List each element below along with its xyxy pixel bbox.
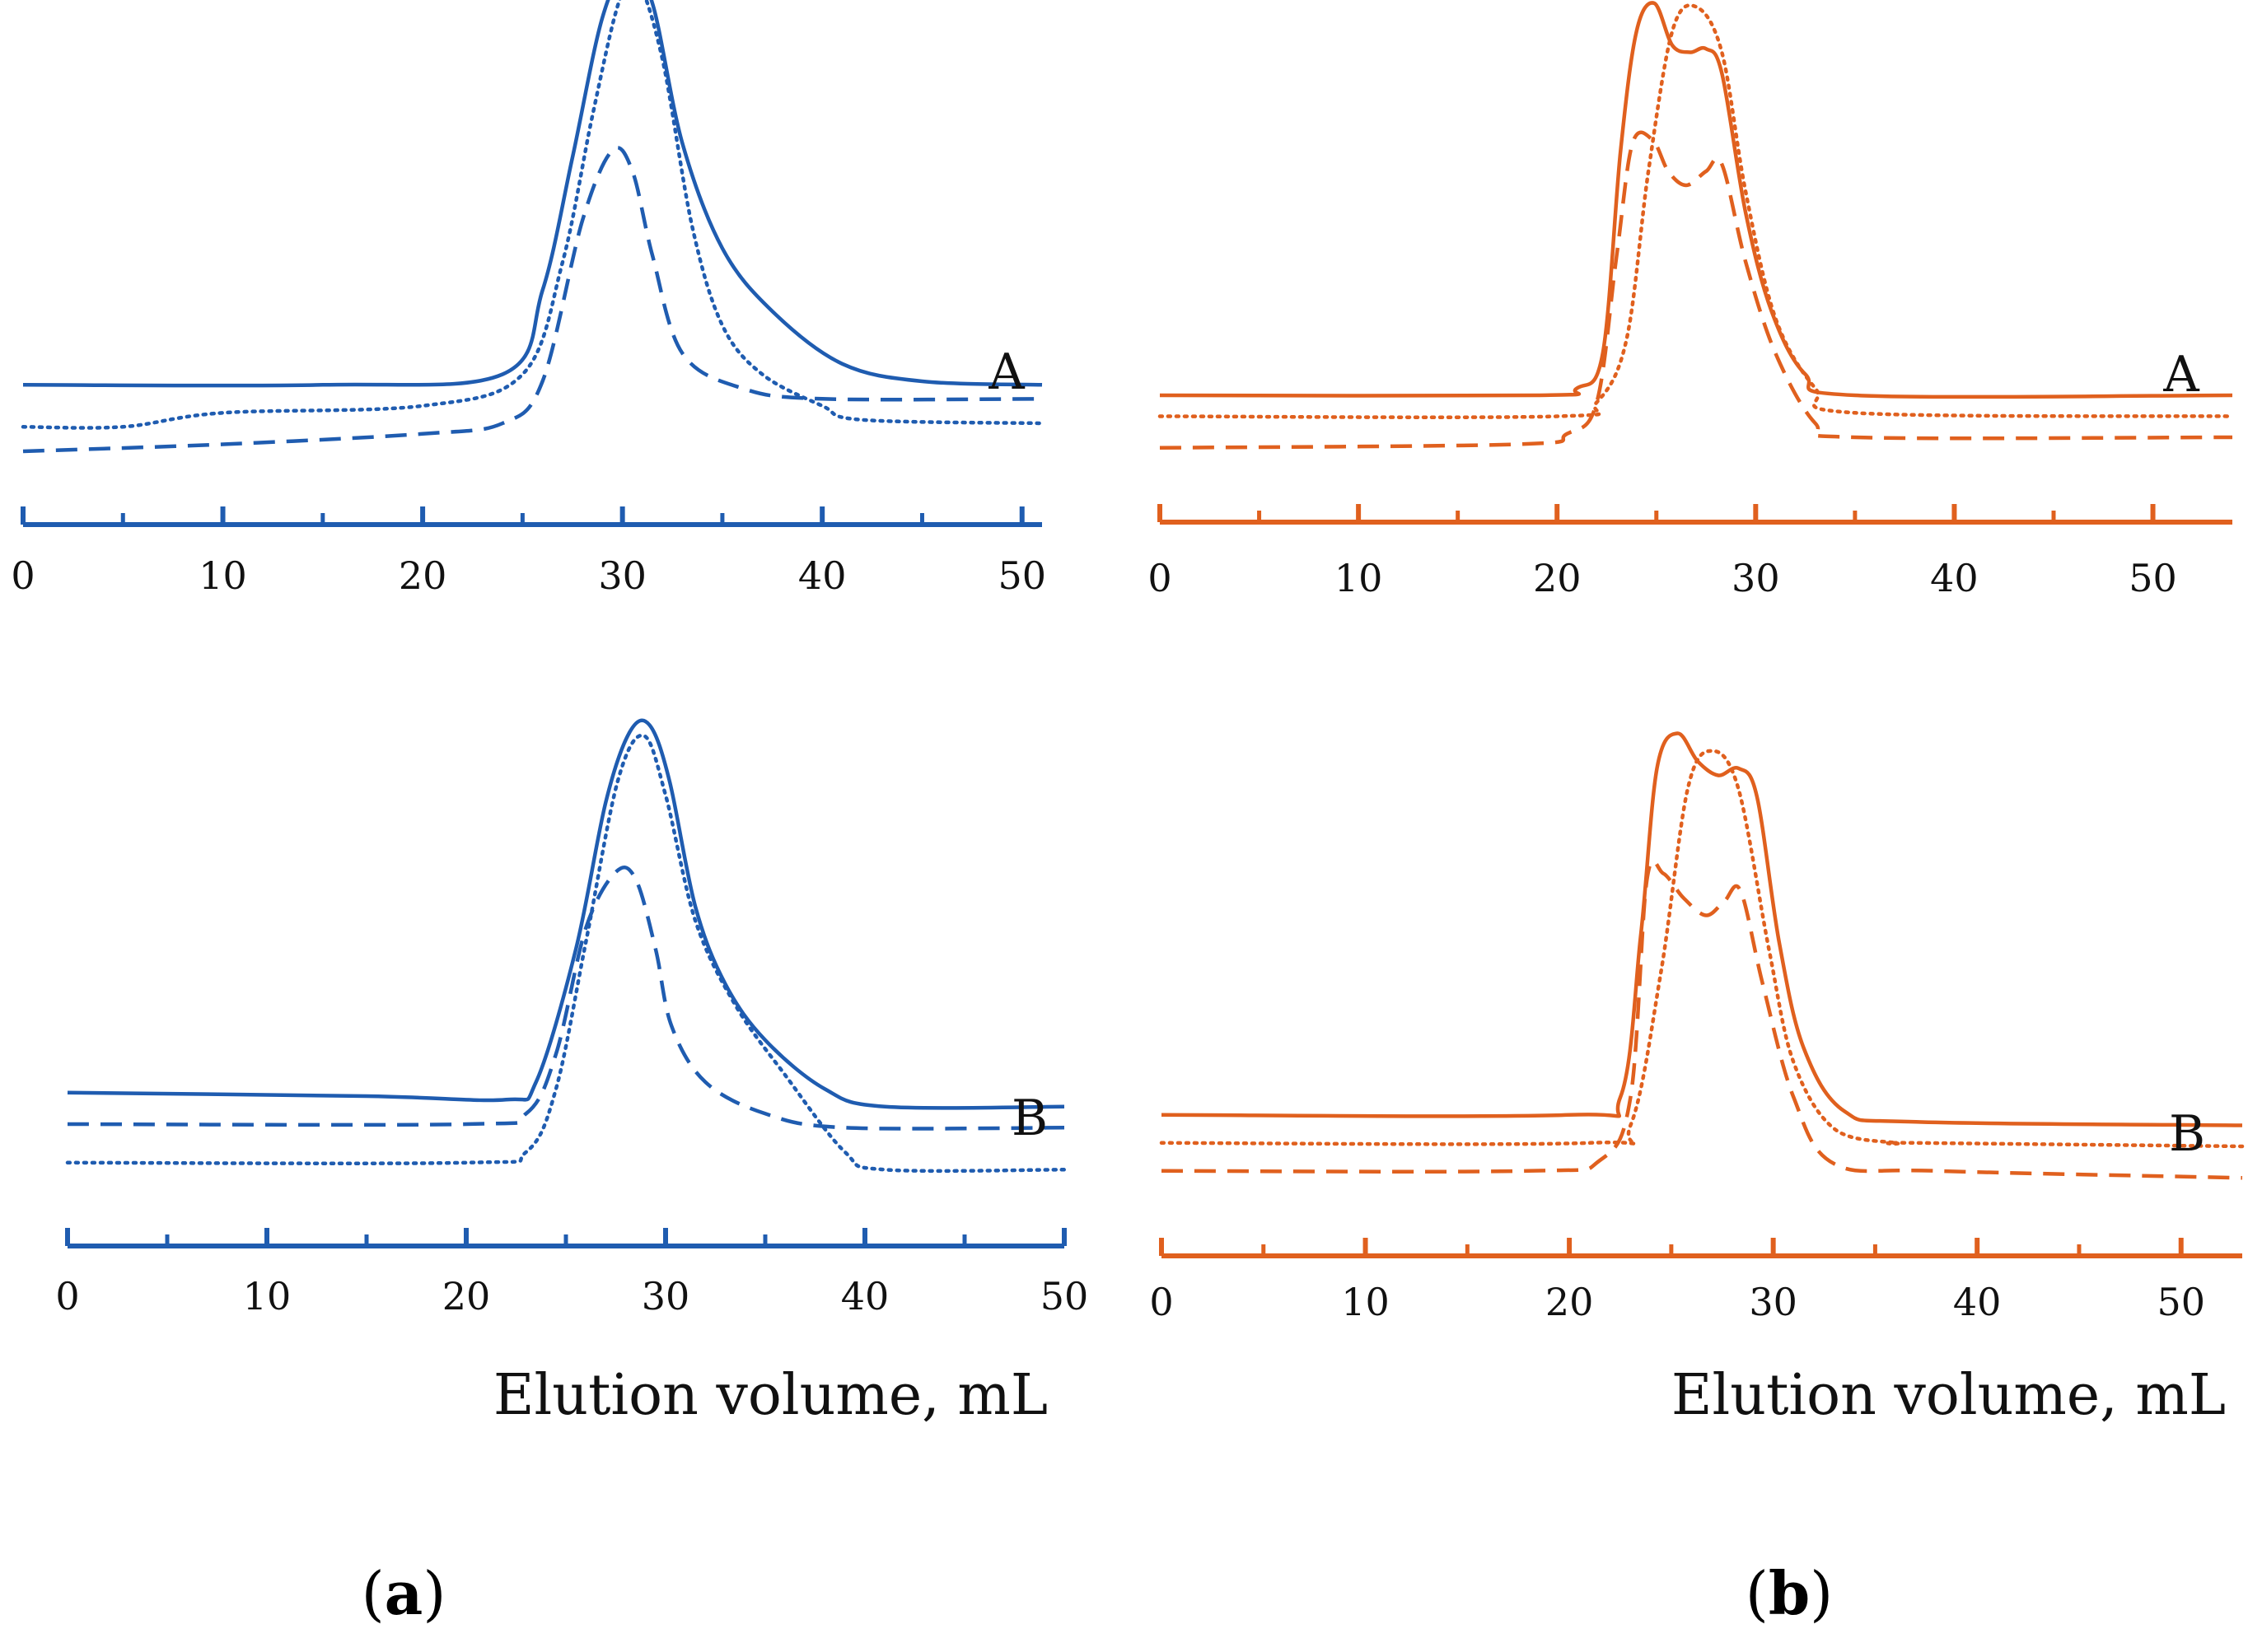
trace-label: B [2169, 1105, 2205, 1163]
series-dashed-line [67, 866, 1065, 1131]
tick-label: 40 [798, 553, 847, 598]
series-solid-line [1161, 731, 2243, 1127]
trace-label: A [988, 343, 1025, 401]
tick-label: 40 [841, 1274, 890, 1318]
tick-label: 50 [2129, 556, 2177, 600]
tick-label: 30 [1732, 556, 1780, 600]
chart-b-B: 0 10 20 30 40 50 B Elution volume, mL [1149, 731, 2245, 1428]
series-solid-line [1159, 1, 2233, 399]
tick-label: 50 [998, 553, 1046, 598]
tick-label: 30 [642, 1274, 690, 1318]
tick-label: 0 [11, 553, 35, 598]
series-dotted-line [21, 0, 1045, 430]
x-axis-title: Elution volume, mL [1671, 1363, 2226, 1428]
caption-b: (b) [1746, 1558, 1834, 1628]
chart-a-A: 0 10 20 30 40 50 A [11, 0, 1046, 598]
series-dotted-line [1159, 749, 2245, 1149]
x-axis-title: Elution volume, mL [493, 1363, 1048, 1428]
trace-label: A [2162, 346, 2199, 404]
series-solid-line [22, 0, 1043, 388]
tick-label: 10 [1341, 1280, 1390, 1324]
series-dotted-line [1157, 3, 2235, 419]
tick-label: 30 [1749, 1280, 1797, 1324]
trace-label: B [1012, 1090, 1048, 1147]
tick-label: 40 [1930, 556, 1979, 600]
tick-label: 20 [1533, 556, 1582, 600]
chart-a-B: 0 10 20 30 40 50 B Elution volume, mL [55, 718, 1089, 1428]
tick-label: 10 [243, 1274, 292, 1318]
tick-label: 0 [55, 1274, 79, 1318]
tick-label: 20 [442, 1274, 491, 1318]
tick-label: 0 [1149, 1280, 1173, 1324]
series-dashed-line [22, 146, 1043, 454]
tick-label: 50 [2157, 1280, 2205, 1324]
tick-label: 40 [1953, 1280, 2002, 1324]
chart-b-A: 0 10 20 30 40 50 A [1147, 1, 2235, 600]
series-dashed-line [1159, 130, 2233, 450]
tick-label: 30 [598, 553, 647, 598]
tick-label: 20 [399, 553, 447, 598]
tick-label: 10 [1334, 556, 1383, 600]
caption-a: (a) [362, 1558, 446, 1628]
series-dashed-line [1161, 859, 2243, 1180]
tick-label: 10 [199, 553, 247, 598]
tick-label: 20 [1545, 1280, 1594, 1324]
tick-label: 50 [1040, 1274, 1089, 1318]
tick-label: 0 [1147, 556, 1171, 600]
series-solid-line [67, 718, 1065, 1110]
series-dotted-line [65, 733, 1067, 1174]
